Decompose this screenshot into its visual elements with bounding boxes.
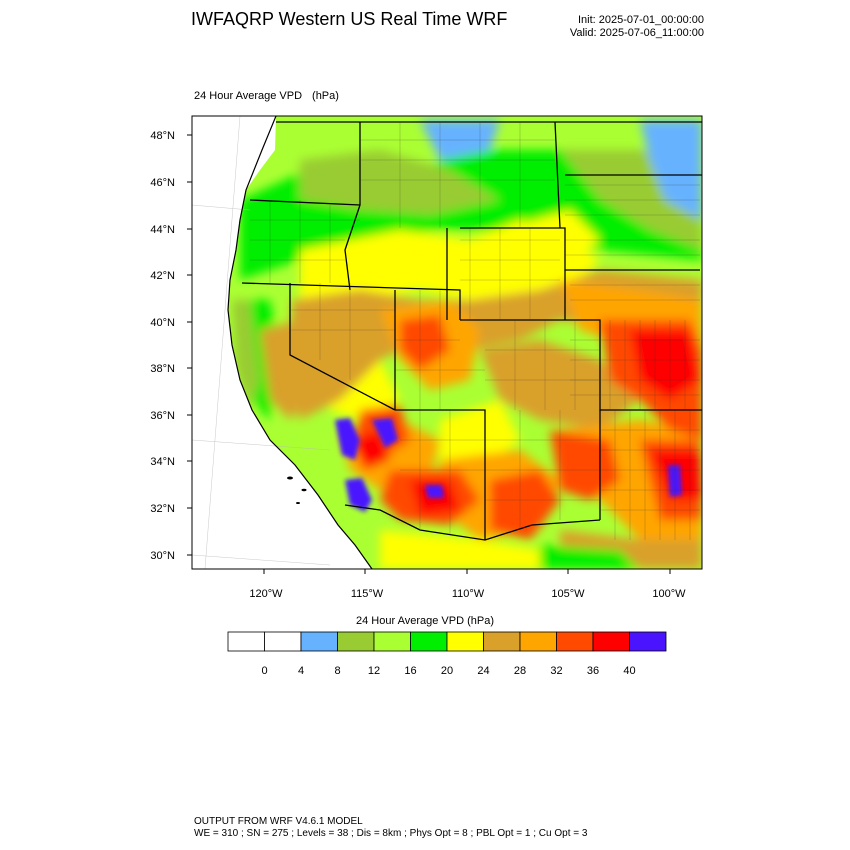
lon-label: 115°W <box>351 588 384 600</box>
map-frame <box>191 115 703 570</box>
colorbar-swatch <box>483 631 521 652</box>
colorbar-swatch <box>373 631 411 652</box>
colorbar-swatch <box>227 631 265 652</box>
county-lines <box>250 122 700 540</box>
plot-title-unit: (hPa) <box>312 90 339 102</box>
init-valid-times: Init: 2025-07-01_00:00:00 Valid: 2025-07… <box>570 14 704 40</box>
colorbar-label: 16 <box>404 665 416 677</box>
lat-label: 34°N <box>150 456 175 468</box>
init-time: Init: 2025-07-01_00:00:00 <box>578 14 704 26</box>
vpd-extreme-areas <box>335 418 682 512</box>
main-title: IWFAQRP Western US Real Time WRF <box>191 9 508 29</box>
colorbar-label: 0 <box>261 665 267 677</box>
lat-label: 48°N <box>150 130 175 142</box>
lat-label: 32°N <box>150 503 175 515</box>
colorbar-labels: 0 4 8 12 16 20 24 28 32 36 40 <box>261 665 635 677</box>
channel-islands <box>287 476 307 504</box>
lon-label: 120°W <box>249 588 283 600</box>
colorbar-swatch <box>264 631 302 652</box>
lat-label: 38°N <box>150 363 175 375</box>
colorbar-label: 32 <box>550 665 562 677</box>
pacific-ocean <box>192 116 372 569</box>
footer: OUTPUT FROM WRF V4.6.1 MODEL WE = 310 ; … <box>194 816 587 840</box>
colorbar-swatch <box>519 631 557 652</box>
colorbar-label: 36 <box>587 665 599 677</box>
colorbar-label: 20 <box>441 665 453 677</box>
plot-title: 24 Hour Average VPD (hPa) <box>194 90 339 102</box>
plot-title-text: 24 Hour Average VPD <box>194 90 303 102</box>
colorbar-swatch <box>446 631 484 652</box>
colorbar-label: 12 <box>368 665 380 677</box>
colorbar <box>227 631 667 652</box>
axis-ticks <box>187 134 671 574</box>
graticule <box>192 116 331 569</box>
colorbar-swatch <box>556 631 594 652</box>
lon-label: 105°W <box>551 588 585 600</box>
lat-label: 46°N <box>150 177 175 189</box>
colorbar-swatch <box>410 631 448 652</box>
lat-label: 30°N <box>150 550 175 562</box>
colorbar-label: 4 <box>298 665 304 677</box>
colorbar-title: 24 Hour Average VPD (hPa) <box>356 615 494 627</box>
colorbar-swatch <box>337 631 375 652</box>
latitude-labels: 48°N 46°N 44°N 42°N 40°N 38°N 36°N 34°N … <box>150 130 175 562</box>
lat-label: 40°N <box>150 317 175 329</box>
footer-config-line: WE = 310 ; SN = 275 ; Levels = 38 ; Dis … <box>194 828 588 839</box>
colorbar-label: 28 <box>514 665 526 677</box>
colorbar-label: 8 <box>334 665 340 677</box>
colorbar-label: 40 <box>623 665 635 677</box>
colorbar-swatch <box>629 631 667 652</box>
coastline <box>227 116 373 569</box>
colorbar-label: 24 <box>477 665 489 677</box>
vpd-field <box>192 116 702 569</box>
lat-label: 36°N <box>150 410 175 422</box>
lat-label: 44°N <box>150 224 175 236</box>
valid-time: Valid: 2025-07-06_11:00:00 <box>569 27 704 39</box>
colorbar-swatch <box>300 631 338 652</box>
colorbar-swatch <box>592 631 630 652</box>
lon-label: 100°W <box>652 588 686 600</box>
lon-label: 110°W <box>452 588 485 600</box>
footer-model-line: OUTPUT FROM WRF V4.6.1 MODEL <box>194 816 363 827</box>
longitude-labels: 120°W 115°W 110°W 105°W 100°W <box>249 588 686 600</box>
lat-label: 42°N <box>150 270 175 282</box>
